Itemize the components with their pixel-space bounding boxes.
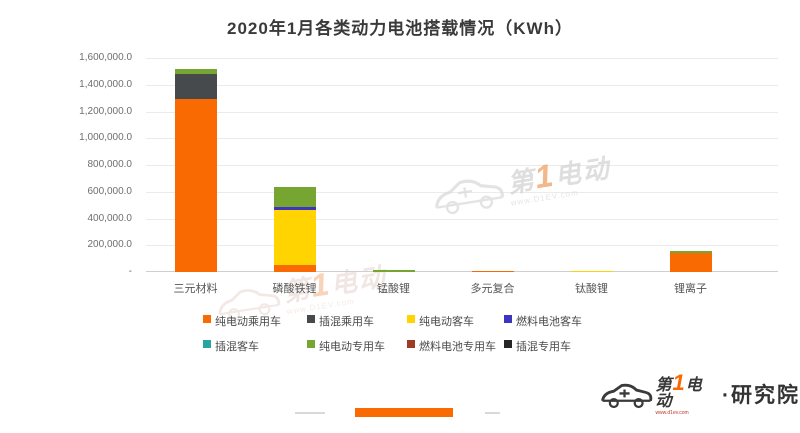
gridline <box>146 165 778 166</box>
legend-label: 纯电动乘用车 <box>215 316 281 328</box>
gridline <box>146 112 778 113</box>
legend-swatch <box>307 340 315 348</box>
legend-item: 纯电动专用车 <box>307 338 407 354</box>
bar-segment <box>273 265 316 272</box>
gridline <box>146 219 778 220</box>
logo-division-text: ·研究院 <box>722 384 800 407</box>
carousel-track-left[interactable] <box>295 412 325 414</box>
x-axis-label: 锰酸锂 <box>377 283 410 295</box>
legend-swatch <box>203 340 211 348</box>
legend-label: 纯电动客车 <box>419 316 474 328</box>
y-axis-label: 800,000.0 <box>87 159 133 170</box>
legend-label: 插混专用车 <box>516 341 571 353</box>
legend-swatch <box>504 340 512 348</box>
gridline <box>146 138 778 139</box>
bar-segment <box>372 270 415 272</box>
legend-item: 插混专用车 <box>504 338 624 354</box>
footer-logo: 第1电动 www.d1ev.com ·研究院 <box>598 372 800 416</box>
gridline <box>146 85 778 86</box>
legend-item: 插混乘用车 <box>307 313 407 329</box>
legend-item: 插混客车 <box>203 338 307 354</box>
x-axis-label: 磷酸铁锂 <box>272 283 317 295</box>
legend-label: 燃料电池客车 <box>516 316 582 328</box>
legend-swatch <box>407 340 415 348</box>
y-axis: - 200,000.0 400,000.0 600,000.0 800,000.0 1,0… <box>0 52 133 277</box>
bar-segment <box>273 187 316 208</box>
y-axis-label: 1,200,000.0 <box>79 105 132 117</box>
y-axis-label: 1,000,000.0 <box>79 132 132 144</box>
gridline <box>146 271 778 272</box>
legend-label: 插混乘用车 <box>319 316 374 328</box>
bar-segment <box>273 210 316 266</box>
bar-segment <box>669 252 712 272</box>
chart-title: 2020年1月各类动力电池搭载情况（KWh） <box>227 19 573 38</box>
plot-area: 三元材料 磷酸铁锂 锰酸锂 多元复合 钛酸锂 锂离子 <box>146 58 778 295</box>
bar-segment <box>174 98 217 272</box>
legend-swatch <box>407 315 415 323</box>
legend-item: 燃料电池专用车 <box>407 338 504 354</box>
bar-segment <box>273 207 316 211</box>
y-axis-label: 1,600,000.0 <box>79 52 132 63</box>
bar-segment <box>174 74 217 99</box>
bar-segment <box>174 68 217 75</box>
carousel-active-indicator[interactable] <box>355 408 453 417</box>
gridline <box>146 192 778 193</box>
legend: 纯电动乘用车 插混乘用车 纯电动客车 燃料电池客车插混客车 纯电动专用车 燃料电池专用车 插… <box>203 313 624 354</box>
legend-item: 燃料电池客车 <box>504 313 624 329</box>
x-axis-label: 钛酸锂 <box>575 283 608 295</box>
legend-label: 燃料电池专用车 <box>419 341 496 353</box>
logo-brand-text: 第1电动 <box>655 370 703 410</box>
y-axis-label: 600,000.0 <box>87 185 133 197</box>
x-axis-label: 三元材料 <box>173 283 218 295</box>
logo-url-text: www.d1ev.com <box>655 410 689 416</box>
legend-item: 纯电动客车 <box>407 313 504 329</box>
bar-segment <box>471 270 514 272</box>
carousel-track-right[interactable] <box>485 412 500 414</box>
bar-segment <box>669 251 712 253</box>
gridline <box>146 245 778 246</box>
x-axis-label: 锂离子 <box>674 283 707 295</box>
car-logo-icon <box>601 383 653 409</box>
legend-label: 插混客车 <box>215 341 259 353</box>
legend-label: 纯电动专用车 <box>319 341 385 353</box>
y-axis-label: 400,000.0 <box>87 212 133 224</box>
logo-number: 1 <box>672 370 686 395</box>
gridline <box>146 58 778 59</box>
legend-swatch <box>203 315 211 323</box>
y-axis-label: 200,000.0 <box>87 239 133 251</box>
legend-swatch <box>307 315 315 323</box>
legend-swatch <box>504 315 512 323</box>
y-axis-label: 1,400,000.0 <box>79 78 132 90</box>
x-axis-label: 多元复合 <box>470 283 515 295</box>
legend-item: 纯电动乘用车 <box>203 313 307 329</box>
bar-segment <box>570 270 613 272</box>
y-axis-label: - <box>128 266 132 277</box>
